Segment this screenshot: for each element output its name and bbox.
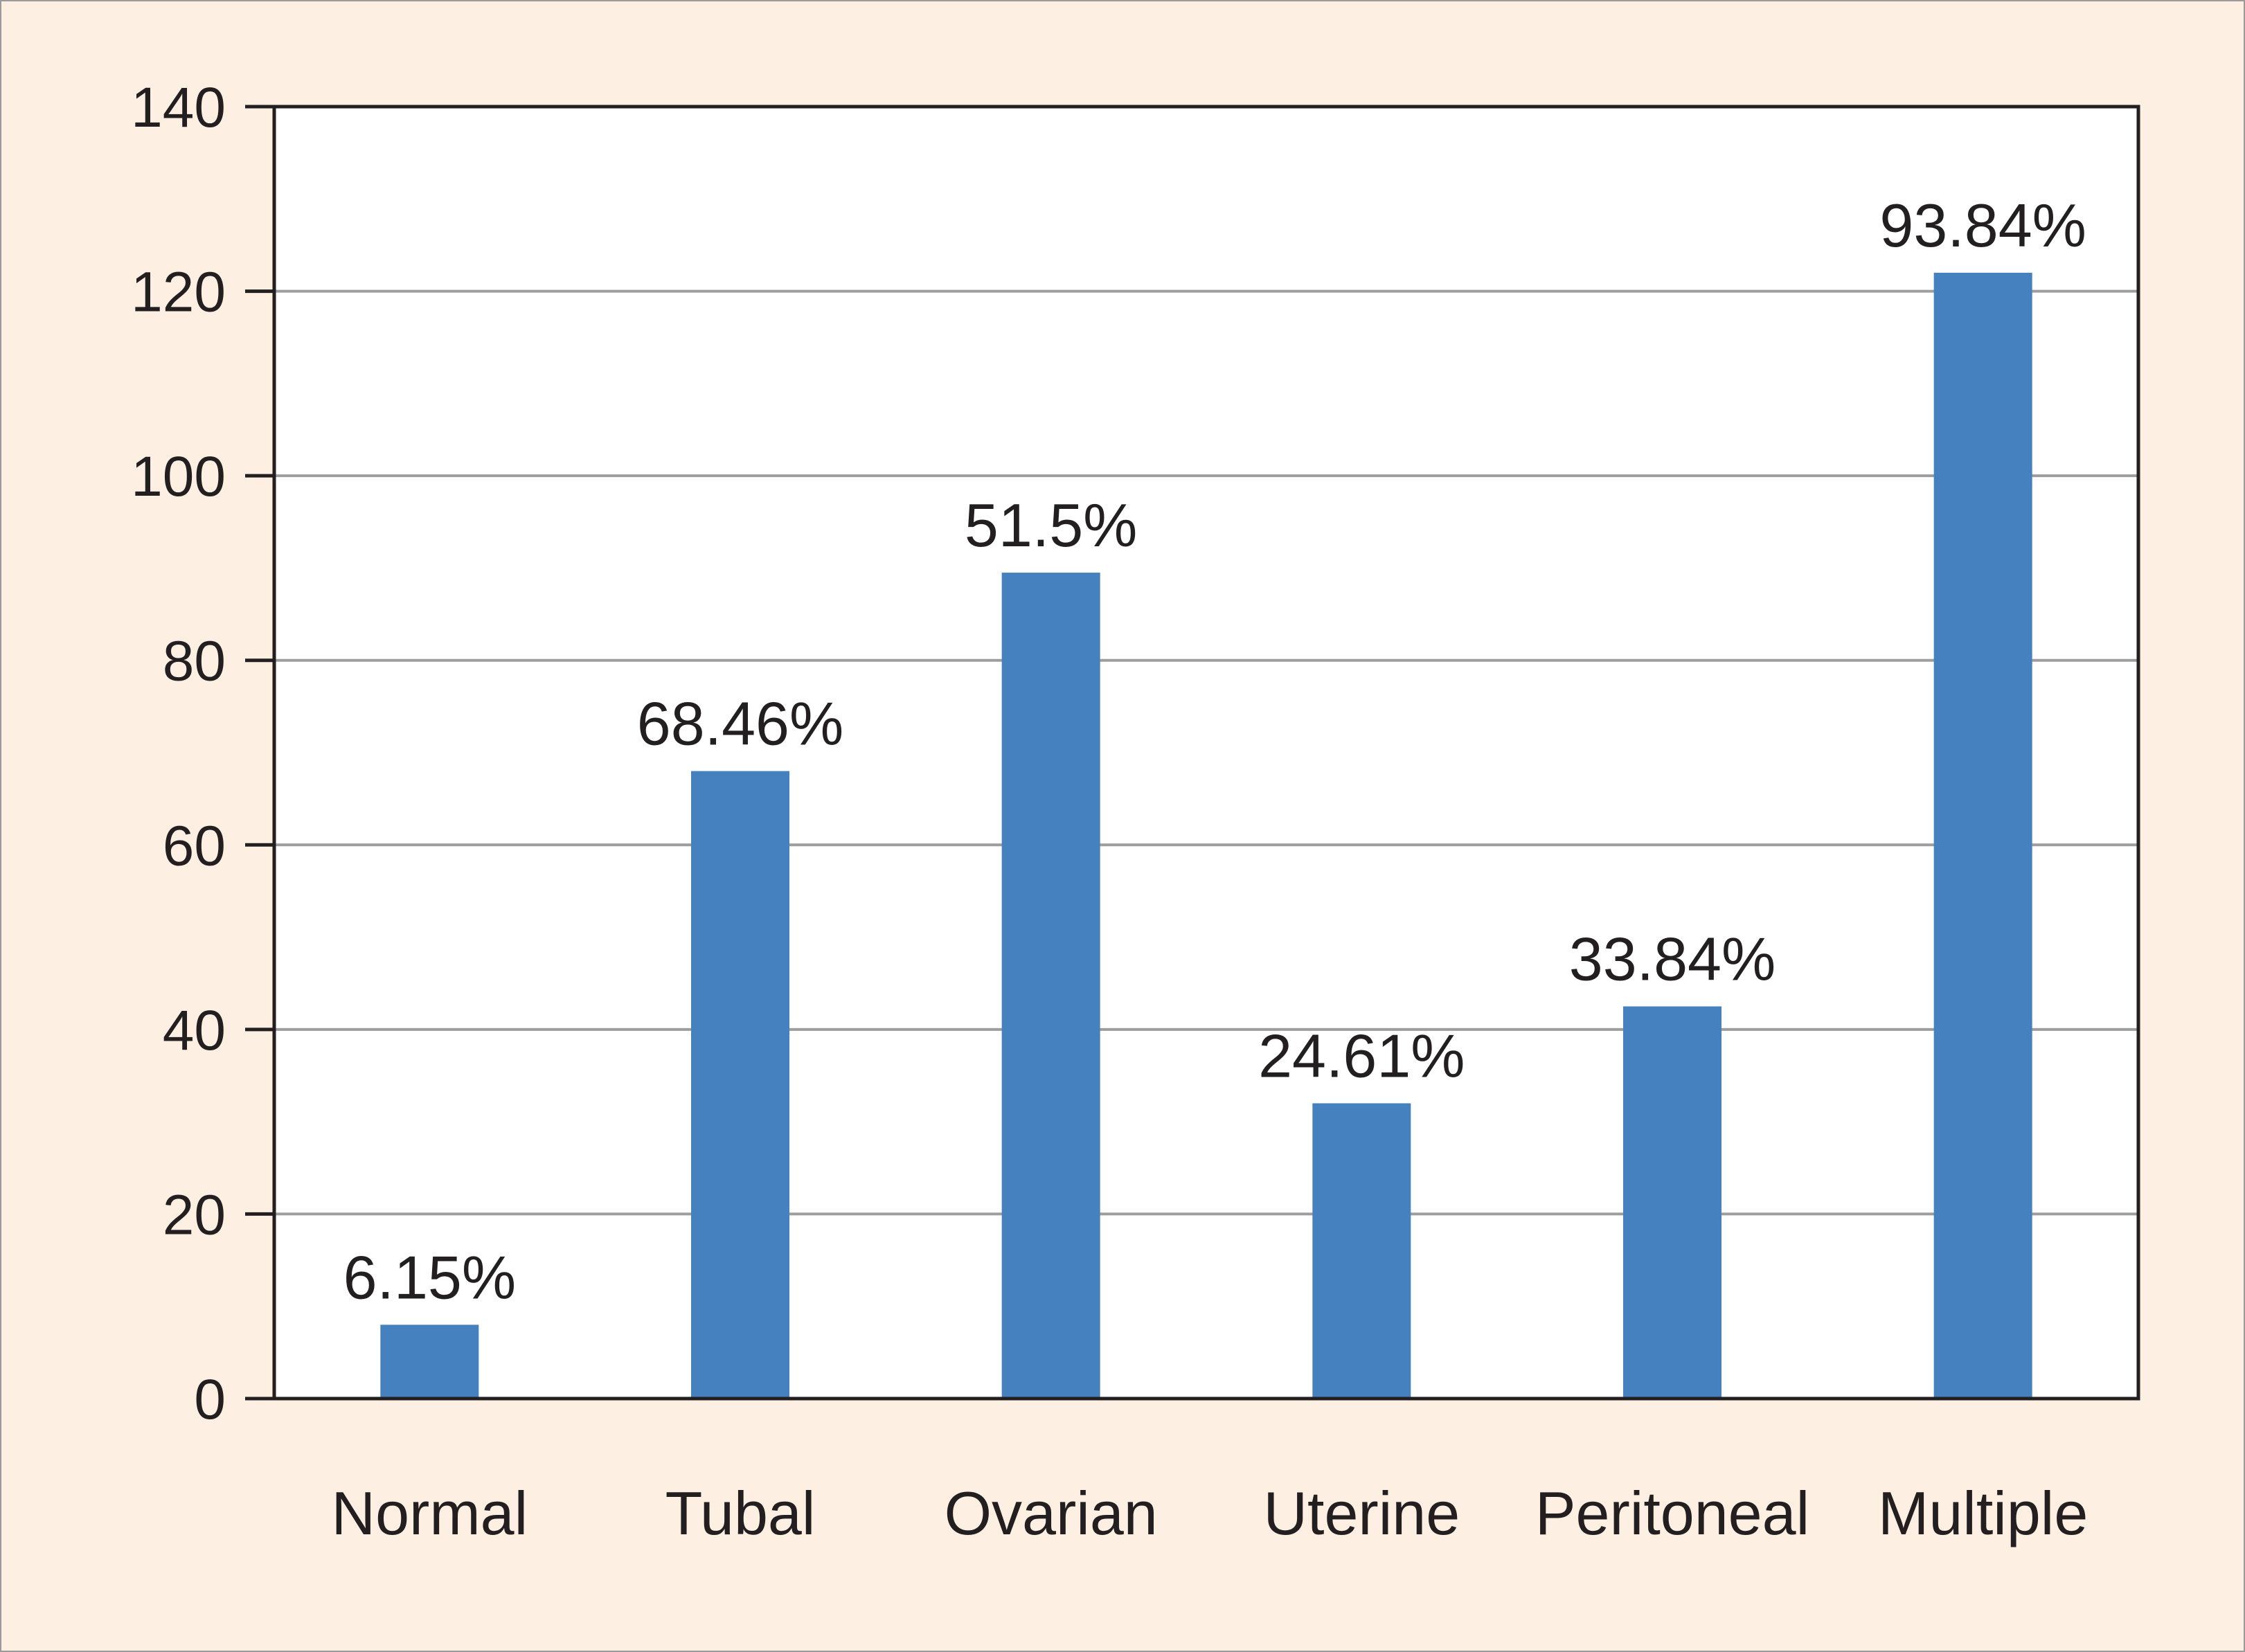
y-tick-label: 140: [131, 76, 226, 139]
y-tick-label: 80: [163, 630, 226, 693]
plot-border: [272, 105, 2140, 1401]
data-label: 93.84%: [1879, 191, 2086, 260]
bar-ovarian: [1001, 573, 1100, 1399]
x-category-label: Tubal: [665, 1479, 816, 1547]
y-tick-label: 100: [131, 445, 226, 508]
x-axis-labels: Normal Tubal Ovarian Uterine Peritoneal Multi…: [332, 1479, 2089, 1547]
bar-uterine: [1312, 1103, 1411, 1399]
bar-tubal: [691, 771, 789, 1399]
bar-normal: [380, 1325, 479, 1399]
y-tick-label: 120: [131, 261, 226, 324]
y-axis-ticks: 0 20 40 60 80 100 120 140: [131, 76, 274, 1431]
y-tick-label: 60: [163, 814, 226, 877]
y-tick-label: 0: [194, 1368, 226, 1431]
axes: [272, 105, 2140, 1401]
bar-peritoneal: [1623, 1006, 1721, 1399]
data-label: 51.5%: [965, 491, 1138, 559]
data-labels: 6.15% 68.46% 51.5% 24.61% 33.84% 93.84%: [343, 191, 2086, 1311]
data-label: 33.84%: [1569, 925, 1776, 994]
data-label: 68.46%: [637, 690, 843, 758]
x-category-label: Ovarian: [945, 1479, 1158, 1547]
x-category-label: Uterine: [1263, 1479, 1460, 1547]
x-category-label: Multiple: [1878, 1479, 2088, 1547]
bars: [380, 272, 2032, 1399]
y-tick-label: 20: [163, 1183, 226, 1246]
data-label: 24.61%: [1258, 1021, 1465, 1090]
y-tick-label: 40: [163, 999, 226, 1062]
gridlines: [274, 289, 2138, 1216]
data-label: 6.15%: [343, 1243, 517, 1311]
plot-area: [274, 107, 2138, 1399]
x-category-label: Peritoneal: [1535, 1479, 1809, 1547]
x-category-label: Normal: [332, 1479, 528, 1547]
bar-multiple: [1933, 272, 2032, 1399]
